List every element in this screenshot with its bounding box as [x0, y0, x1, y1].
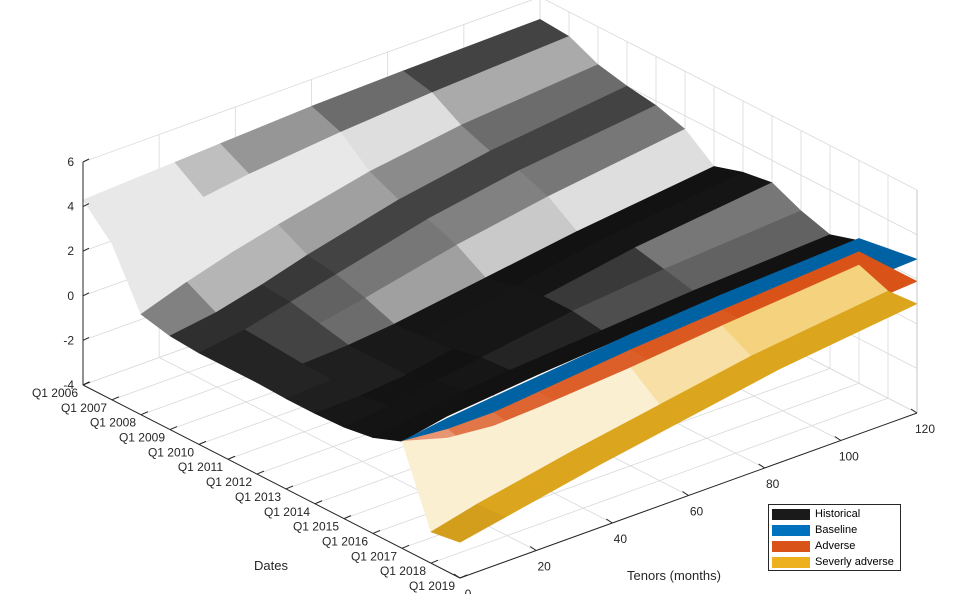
tenor-tick-label: 60: [690, 505, 704, 519]
date-tick-mark: [140, 411, 149, 416]
date-tick-mark: [111, 396, 120, 401]
legend-swatch-baseline: [772, 524, 810, 536]
legend: Historical Baseline Adverse Severly adve…: [768, 504, 901, 571]
date-tick-label: Q1 2007: [61, 401, 107, 415]
date-tick-mark: [343, 515, 352, 520]
legend-label-adverse: Adverse: [815, 540, 856, 552]
z-tick-label: 4: [67, 200, 74, 214]
z-tick-mark: [82, 203, 90, 208]
date-tick-label: Q1 2014: [264, 505, 310, 519]
date-tick-mark: [198, 440, 207, 445]
z-tick-mark: [82, 247, 90, 252]
date-axis-line: [82, 384, 461, 579]
date-tick-mark: [401, 544, 410, 549]
legend-item-baseline: Baseline: [772, 523, 857, 537]
date-tick-mark: [256, 470, 265, 475]
legend-item-adverse: Adverse: [772, 539, 855, 553]
legend-swatch-severely-adverse: [772, 556, 810, 568]
tenor-tick-mark: [606, 518, 613, 524]
date-tick-mark: [169, 426, 178, 430]
tenor-tick-label: 80: [766, 477, 780, 491]
date-tick-mark: [314, 500, 323, 505]
z-tick-label: -2: [63, 333, 74, 347]
tenor-tick-mark: [529, 546, 537, 551]
tenor-tick-mark: [453, 573, 461, 579]
z-tick-mark: [82, 292, 90, 297]
z-tick-mark: [82, 336, 90, 341]
legend-item-severely-adverse: Severly adverse: [772, 555, 894, 569]
z-tick-label: 2: [67, 244, 74, 258]
legend-label-baseline: Baseline: [815, 524, 858, 536]
surface-patch-severly-adverse: [430, 503, 507, 543]
date-tick-label: Q1 2013: [235, 490, 281, 504]
date-tick-label: Q1 2016: [322, 534, 368, 548]
tenor-tick-mark: [682, 491, 689, 496]
date-tick-label: Q1 2018: [380, 564, 426, 578]
date-tick-label: Q1 2011: [178, 460, 223, 474]
tenor-tick-label: 0: [465, 587, 472, 594]
tenor-tick-mark: [910, 408, 918, 414]
tenor-tick-label: 100: [839, 450, 859, 464]
date-tick-label: Q1 2012: [206, 475, 252, 489]
tenor-tick-label: 20: [537, 560, 551, 574]
z-tick-label: -4: [63, 378, 74, 392]
date-tick-mark: [285, 485, 294, 490]
date-tick-mark: [372, 530, 381, 534]
date-tick-label: Q1 2017: [351, 549, 397, 563]
legend-label-historical: Historical: [815, 508, 861, 520]
date-tick-label: Q1 2009: [119, 431, 165, 445]
date-tick-mark: [82, 381, 91, 386]
grid-line-floor-date: [430, 397, 889, 564]
z-tick-mark: [82, 158, 90, 163]
tenor-tick-label: 40: [614, 532, 628, 546]
z-tick-label: 6: [67, 155, 74, 169]
date-tick-label: Q1 2006: [32, 386, 78, 400]
grid-line-back-right-z: [544, 0, 918, 191]
axes-box: [82, 158, 918, 579]
tenor-tick-mark: [834, 436, 842, 441]
legend-swatch-adverse: [772, 540, 810, 552]
surface-patch-historical: [371, 414, 449, 442]
date-tick-label: Q1 2010: [148, 445, 194, 459]
grid-line-back-left-z: [82, 0, 533, 163]
x-axis-label: Tenors (months): [627, 568, 721, 583]
date-tick-label: Q1 2019: [409, 579, 455, 593]
z-tick-label: 0: [67, 289, 74, 303]
date-tick-mark: [430, 559, 439, 564]
date-tick-label: Q1 2015: [293, 520, 339, 534]
tenor-tick-mark: [758, 463, 765, 469]
legend-item-historical: Historical: [772, 507, 860, 521]
tenor-tick-label: 120: [915, 422, 935, 436]
date-tick-label: Q1 2008: [90, 416, 136, 430]
surface-mesh: [82, 18, 918, 543]
legend-label-severely-adverse: Severly adverse: [815, 556, 894, 568]
y-axis-label: Dates: [254, 558, 288, 573]
date-tick-mark: [227, 455, 236, 460]
date-tick-mark: [459, 574, 468, 579]
legend-swatch-historical: [772, 508, 810, 520]
